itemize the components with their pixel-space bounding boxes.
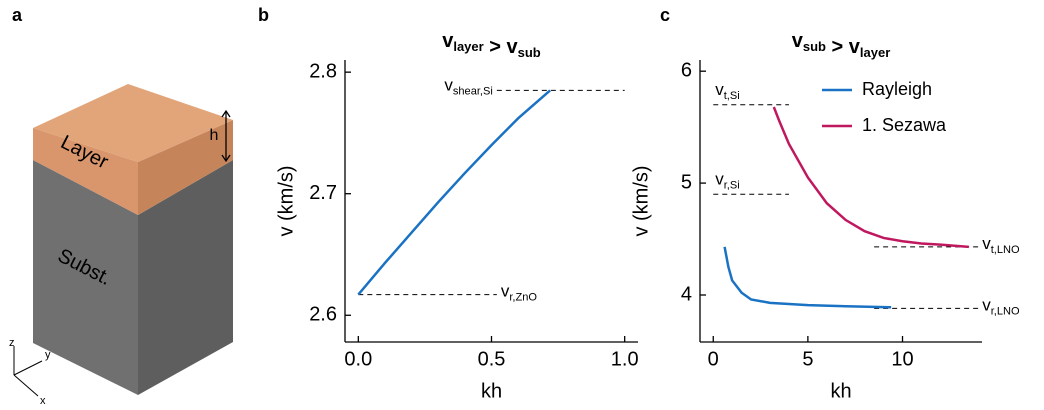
y-tick-label: 2.6: [309, 304, 337, 326]
reference-label: vr,Si: [715, 170, 739, 192]
subscript: r,Si: [724, 179, 740, 191]
text-part: v: [442, 30, 454, 52]
text-part: >: [484, 36, 507, 58]
layer-top: [33, 84, 233, 162]
series-line: [357, 89, 551, 296]
x-axis-label: kh: [830, 380, 851, 402]
x-tick-label: 0: [708, 348, 719, 370]
arrow-head: [221, 154, 231, 163]
subscript: t,Si: [724, 90, 740, 102]
axis-x-label: x: [40, 395, 46, 407]
text-part: v: [849, 36, 861, 58]
series-line: [772, 106, 969, 249]
y-tick-label: 6: [681, 59, 692, 81]
y-tick-label: 2.7: [309, 182, 337, 204]
panel-label: c: [660, 5, 670, 25]
subscript: shear,Si: [453, 85, 493, 97]
chart-title: vlayer > vsub: [442, 30, 541, 60]
arrow-head: [221, 109, 231, 118]
panel-label: b: [258, 5, 269, 25]
axis-x: [13, 374, 39, 397]
x-axis-label: kh: [481, 380, 502, 402]
subscript: r,LNO: [991, 305, 1020, 317]
x-tick-label: 1.0: [611, 348, 639, 370]
subscript: sub: [803, 39, 826, 54]
thickness-label: h: [210, 127, 219, 144]
reference-label: vt,Si: [715, 80, 739, 102]
chart-title: vsub > vlayer: [792, 30, 891, 60]
subscript: layer: [453, 39, 483, 54]
text-part: v: [444, 76, 453, 95]
y-axis-label: v (km/s): [630, 165, 652, 236]
text-part: v: [715, 80, 724, 99]
x-tick-label: 0.0: [344, 348, 372, 370]
legend-label: 1. Sezawa: [862, 115, 947, 135]
text-part: v: [507, 36, 519, 58]
cube: Layer Subst. h: [33, 84, 233, 395]
reference-label: vr,LNO: [982, 296, 1020, 318]
axis-z-label: z: [9, 337, 15, 349]
axis-y: [13, 360, 43, 376]
layer-right: [138, 120, 233, 215]
panel-label: a: [12, 5, 23, 25]
y-tick-label: 2.8: [309, 60, 337, 82]
text-part: v: [501, 282, 510, 301]
text-part: v: [792, 30, 804, 52]
y-tick-label: 4: [681, 283, 692, 305]
subscript: sub: [518, 45, 541, 60]
text-part: v: [715, 170, 724, 189]
axis-y-label: y: [45, 349, 51, 361]
substrate-left: [33, 160, 138, 395]
x-tick-label: 0.5: [478, 348, 506, 370]
x-tick-label: 5: [802, 348, 813, 370]
text-part: v: [982, 296, 991, 315]
substrate-right: [138, 160, 233, 395]
subscript: t,LNO: [991, 244, 1020, 256]
subscript: r,ZnO: [509, 292, 537, 304]
reference-label: vt,LNO: [982, 234, 1020, 256]
reference-label: vshear,Si: [444, 76, 492, 98]
text-part: v: [982, 234, 991, 253]
x-tick-label: 10: [891, 348, 913, 370]
y-axis-label: v (km/s): [275, 165, 297, 236]
legend-label: Rayleigh: [862, 79, 932, 99]
coordinate-axes: z y x: [9, 337, 51, 407]
text-part: >: [826, 36, 849, 58]
reference-label: vr,ZnO: [501, 282, 538, 304]
layer-left: [33, 128, 138, 215]
series-line: [723, 246, 892, 309]
subscript: layer: [860, 45, 890, 60]
y-tick-label: 5: [681, 171, 692, 193]
